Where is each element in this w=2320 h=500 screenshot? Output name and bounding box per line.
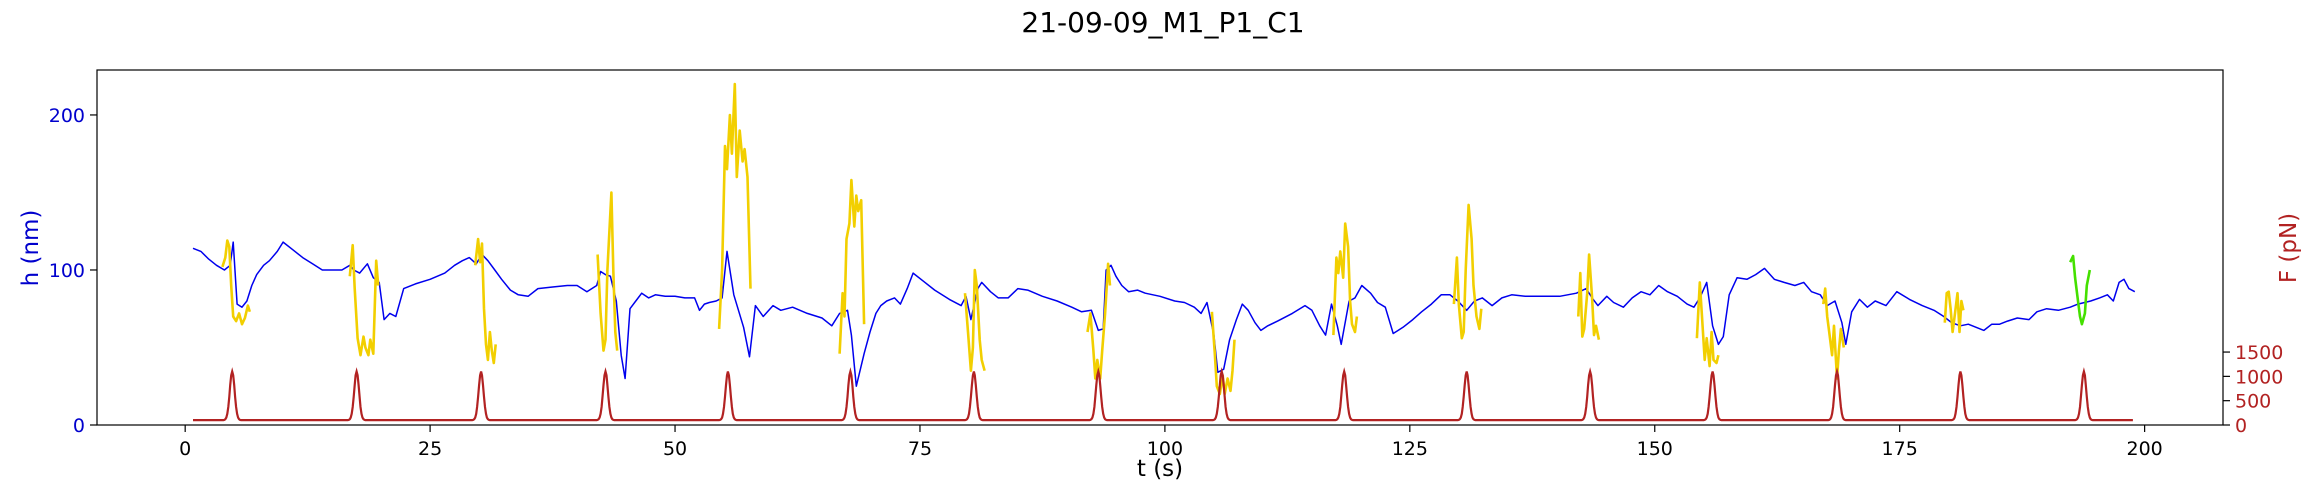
x-tick-label: 100	[1147, 438, 1183, 460]
x-tick-label: 0	[179, 438, 191, 460]
x-tick-label: 50	[663, 438, 687, 460]
chart-title: 21-09-09_M1_P1_C1	[1021, 6, 1304, 39]
y-right-tick-label: 1500	[2235, 342, 2283, 364]
compression-segment-1	[221, 239, 252, 326]
highlight-series-line	[2069, 254, 2092, 326]
y-right-tick-label: 1000	[2235, 366, 2283, 388]
x-tick-label: 200	[2126, 438, 2162, 460]
series-layer	[192, 82, 2136, 422]
compression-segment-15	[1943, 290, 1965, 334]
compression-segment-5	[717, 82, 752, 329]
y-axis-label-right: F (pN)	[2276, 213, 2302, 283]
height-series-line	[192, 241, 2136, 387]
x-tick-label: 150	[1637, 438, 1673, 460]
x-axis: 0 25 50 75 100 125 150 175 200	[179, 425, 2163, 460]
compression-segment-10	[1332, 222, 1359, 336]
force-series-line	[193, 367, 2133, 422]
y-left-tick-label: 100	[49, 260, 85, 282]
x-tick-label: 125	[1392, 438, 1428, 460]
y-left-tick-label: 0	[73, 415, 85, 437]
x-tick-label: 75	[908, 438, 932, 460]
compression-segment-3	[473, 237, 497, 365]
compression-segment-4	[596, 191, 619, 352]
compression-segment-11	[1452, 203, 1483, 340]
x-axis-label: t (s)	[1137, 456, 1183, 482]
plot-frame	[96, 69, 2224, 426]
compression-segment-13	[1695, 281, 1720, 368]
y-left-tick-label: 200	[49, 105, 85, 127]
compression-segment-12	[1577, 253, 1601, 340]
compression-segment-6	[838, 178, 866, 354]
compression-segment-2	[348, 243, 380, 357]
x-tick-label: 175	[1882, 438, 1918, 460]
compression-segment-7	[963, 268, 986, 372]
compression-segment-14	[1822, 287, 1846, 380]
y-right-tick-label: 500	[2235, 391, 2271, 413]
x-tick-label: 25	[418, 438, 442, 460]
compression-segment-8	[1086, 262, 1112, 380]
y-right-tick-label: 0	[2235, 415, 2247, 437]
y-axis-left: 0 100 200	[49, 105, 97, 437]
y-axis-label-left: h (nm)	[18, 210, 44, 287]
